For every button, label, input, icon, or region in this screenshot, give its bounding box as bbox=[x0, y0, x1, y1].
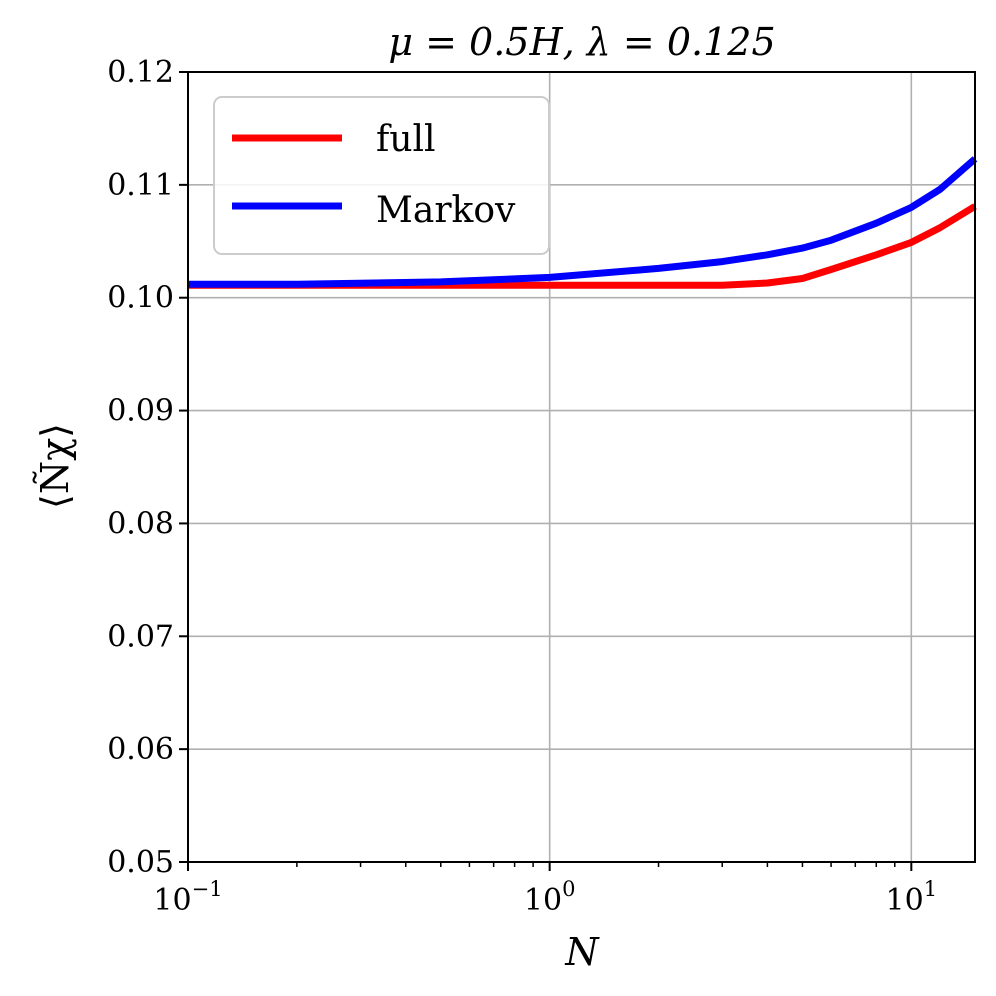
x-tick-label: 10−1 bbox=[153, 877, 222, 918]
y-tick-label: 0.11 bbox=[107, 168, 174, 203]
x-tick-label: 101 bbox=[886, 877, 938, 918]
y-axis-label: ⟨Ñχ⟩ bbox=[33, 423, 77, 509]
data-series bbox=[188, 156, 978, 289]
legend-label-markov: Markov bbox=[376, 190, 516, 231]
series-line-markov bbox=[188, 156, 978, 288]
y-tick-label: 0.10 bbox=[107, 281, 174, 316]
y-tick-label: 0.06 bbox=[107, 732, 174, 767]
x-tick-labels: 10−1 100 101 bbox=[153, 877, 937, 918]
plot-frame bbox=[187, 71, 976, 863]
chart-title: μ = 0.5H, λ = 0.125 bbox=[388, 20, 775, 64]
x-tick-label: 100 bbox=[524, 877, 576, 918]
y-tick-label: 0.08 bbox=[107, 506, 174, 541]
y-tick-labels: 0.05 0.06 0.07 0.08 0.09 0.10 0.11 0.12 bbox=[107, 55, 174, 880]
y-tick-label: 0.09 bbox=[107, 394, 174, 429]
y-tick-label: 0.12 bbox=[107, 55, 174, 90]
y-tick-label: 0.07 bbox=[107, 619, 174, 654]
major-ticks bbox=[179, 71, 913, 871]
legend-label-full: full bbox=[376, 119, 436, 160]
legend: full Markov bbox=[213, 96, 550, 255]
y-tick-label: 0.05 bbox=[107, 845, 174, 880]
x-axis-label: N bbox=[564, 930, 600, 974]
